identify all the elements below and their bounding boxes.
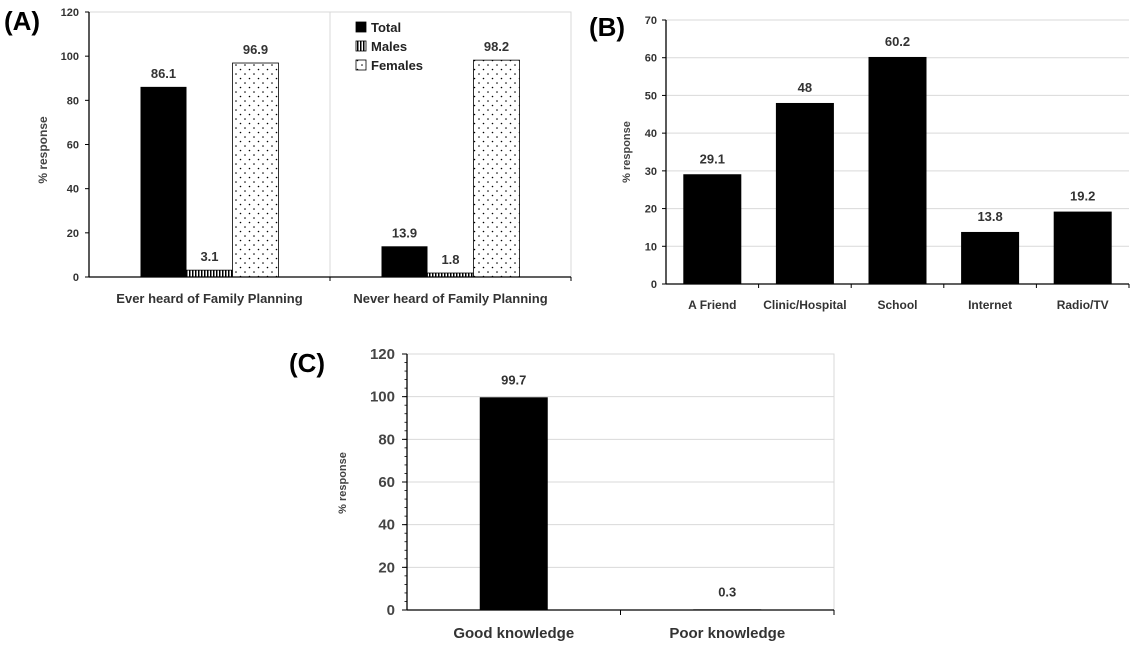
chart-a-y-tick-label: 60 xyxy=(67,140,79,152)
chart-b-bar-2 xyxy=(868,56,927,285)
chart-b-x-tick-label: Clinic/Hospital xyxy=(763,298,846,312)
chart-c-y-axis-label: % response xyxy=(337,452,349,514)
chart-a-y-tick-label: 80 xyxy=(67,95,79,107)
chart-b-x-tick-label: Internet xyxy=(968,298,1012,312)
legend-swatch-females xyxy=(355,59,367,71)
chart-b-bar-3 xyxy=(961,231,1020,284)
chart-b-bar-1 xyxy=(775,102,834,284)
chart-a-bar-females-0 xyxy=(232,62,279,278)
chart-c-data-label: 99.7 xyxy=(501,372,526,387)
chart-a-data-label: 13.9 xyxy=(392,225,417,240)
chart-c-y-tick-label: 0 xyxy=(387,602,395,619)
panel-c-label: (C) xyxy=(289,348,325,378)
chart-b-y-tick-label: 20 xyxy=(645,204,657,216)
legend-swatch-males xyxy=(355,40,367,52)
chart-c-y-tick-label: 100 xyxy=(370,389,395,406)
chart-b-y-tick-label: 30 xyxy=(645,166,657,178)
chart-c-x-tick-label: Good knowledge xyxy=(453,625,574,642)
chart-a-y-tick-label: 100 xyxy=(61,51,79,63)
chart-a-bar-males-0 xyxy=(186,269,233,278)
chart-a-data-label: 98.2 xyxy=(484,39,509,54)
chart-a-y-tick-label: 0 xyxy=(73,272,79,284)
chart-a-data-label: 86.1 xyxy=(151,66,176,81)
chart-b-x-tick-label: School xyxy=(877,298,917,312)
chart-a-x-tick-label: Ever heard of Family Planning xyxy=(116,291,302,306)
chart-a-y-tick-label: 120 xyxy=(61,7,79,19)
chart-c-y-tick-label: 120 xyxy=(370,346,395,363)
chart-c-y-tick-label: 40 xyxy=(378,517,395,534)
chart-b-y-tick-label: 60 xyxy=(645,53,657,65)
chart-c-y-tick-label: 60 xyxy=(378,474,395,491)
chart-c-y-tick-label: 20 xyxy=(378,559,395,576)
chart-b: (B) 29.1 A Friend 48 Clinic/Hospital 60.2 Sch… xyxy=(589,12,1130,312)
chart-a-y-tick-label: 40 xyxy=(67,184,79,196)
chart-a-x-tick-label: Never heard of Family Planning xyxy=(353,291,547,306)
chart-c-y-tick-label: 80 xyxy=(378,431,395,448)
chart-b-bar-4 xyxy=(1053,211,1112,284)
chart-a-data-label: 96.9 xyxy=(243,42,268,57)
chart-b-x-tick-label: A Friend xyxy=(688,298,736,312)
chart-b-y-tick-label: 0 xyxy=(651,279,657,291)
chart-b-y-tick-label: 50 xyxy=(645,90,657,102)
legend-swatch-total xyxy=(355,21,367,33)
chart-b-y-axis-label: % response xyxy=(621,121,633,183)
chart-a-data-label: 1.8 xyxy=(441,252,459,267)
chart-c-bar-0 xyxy=(479,397,548,610)
chart-a: (A) 86.1 3.1 96.9 Ever heard of Family Plan… xyxy=(4,6,572,306)
chart-a-bar-females-1 xyxy=(473,59,520,278)
chart-b-data-label: 48 xyxy=(798,80,812,95)
chart-a-y-tick-label: 20 xyxy=(67,228,79,240)
chart-b-x-tick-label: Radio/TV xyxy=(1057,298,1109,312)
chart-a-y-axis-label: % response xyxy=(36,116,50,184)
chart-c: (C) 99.7 Good knowledge 0.3 Poor knowledge 0… xyxy=(289,346,835,642)
chart-c-x-tick-label: Poor knowledge xyxy=(669,625,785,642)
chart-b-y-tick-label: 70 xyxy=(645,15,657,27)
chart-b-data-label: 60.2 xyxy=(885,34,910,49)
chart-a-bar-total-0 xyxy=(140,86,187,277)
chart-a-bar-total-1 xyxy=(381,246,428,277)
legend-label-males: Males xyxy=(371,39,407,54)
chart-b-bar-0 xyxy=(683,174,742,284)
chart-b-data-label: 19.2 xyxy=(1070,189,1095,204)
legend-label-females: Females xyxy=(371,58,423,73)
chart-c-data-label: 0.3 xyxy=(718,584,736,599)
panel-b-label: (B) xyxy=(589,12,625,42)
chart-b-y-tick-label: 10 xyxy=(645,241,657,253)
legend-label-total: Total xyxy=(371,20,401,35)
chart-b-data-label: 29.1 xyxy=(700,151,725,166)
chart-b-y-tick-label: 40 xyxy=(645,128,657,140)
chart-b-data-label: 13.8 xyxy=(977,209,1002,224)
chart-a-data-label: 3.1 xyxy=(200,249,218,264)
panel-a-label: (A) xyxy=(4,6,40,36)
